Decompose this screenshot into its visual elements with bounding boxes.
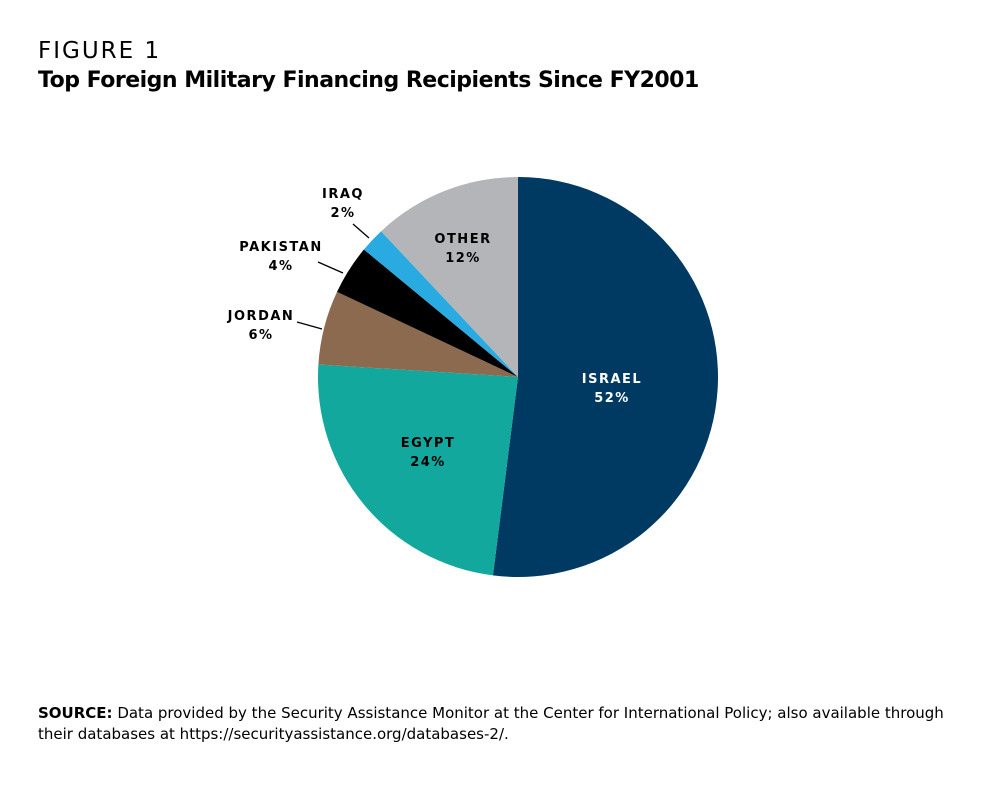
- leader-line-iraq: [352, 223, 370, 239]
- pie-slice-jordan: [318, 291, 518, 377]
- slice-label-egypt: EGYPT: [401, 436, 456, 451]
- source-label: SOURCE:: [38, 704, 113, 722]
- slice-value-israel: 52%: [594, 391, 630, 406]
- slice-label-jordan: JORDAN: [227, 309, 295, 324]
- slice-label-pakistan: PAKISTAN: [239, 240, 322, 255]
- pie-slice-egypt: [317, 364, 518, 576]
- slice-label-iraq: IRAQ: [322, 187, 364, 202]
- pie-slice-israel: [492, 176, 719, 577]
- leader-line-jordan: [296, 321, 323, 330]
- pie-chart: ISRAEL 52% EGYPT 24% JORDAN 6% PAKISTAN 4% IRAQ 2…: [227, 176, 719, 577]
- slice-value-other: 12%: [445, 251, 481, 266]
- leader-line-pakistan: [317, 261, 344, 274]
- slice-label-israel: ISRAEL: [582, 372, 642, 387]
- slice-value-jordan: 6%: [248, 328, 273, 343]
- slice-value-pakistan: 4%: [268, 259, 293, 274]
- figure-label: FIGURE 1: [38, 38, 162, 64]
- source-text: Data provided by the Security Assistance…: [38, 704, 944, 743]
- slice-label-other: OTHER: [434, 232, 491, 247]
- source-note: SOURCE: Data provided by the Security As…: [38, 703, 958, 745]
- pie-slice-other: [381, 177, 518, 377]
- slice-value-iraq: 2%: [330, 206, 355, 221]
- slice-value-egypt: 24%: [410, 455, 446, 470]
- pie-slice-pakistan: [337, 249, 518, 377]
- chart-title: Top Foreign Military Financing Recipient…: [38, 68, 699, 93]
- pie-slice-iraq: [363, 231, 518, 377]
